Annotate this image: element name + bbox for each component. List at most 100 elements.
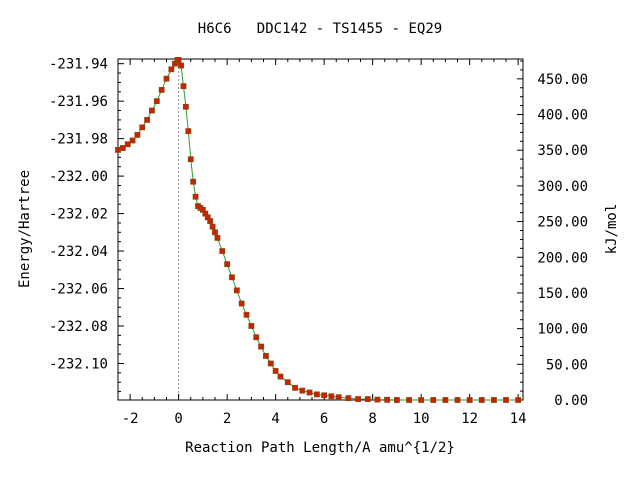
data-point <box>384 396 391 403</box>
data-point <box>478 397 485 403</box>
data-point <box>430 397 437 403</box>
data-point <box>292 384 298 391</box>
data-point <box>207 218 214 224</box>
data-point <box>313 391 320 398</box>
x-axis-label: Reaction Path Length/A amu^{1/2} <box>185 440 455 456</box>
data-point <box>229 274 235 281</box>
data-point <box>503 397 509 403</box>
data-point <box>454 397 461 403</box>
data-point <box>393 397 400 403</box>
y-tick-label: -232.10 <box>49 356 108 372</box>
data-point <box>192 193 199 200</box>
y-tick-label: -232.04 <box>49 244 108 260</box>
data-point <box>168 66 175 73</box>
data-point <box>406 397 412 403</box>
data-point <box>219 248 226 254</box>
data-point <box>248 323 255 329</box>
data-point <box>272 368 279 374</box>
data-point <box>144 116 151 123</box>
y-tick-label: -231.98 <box>49 132 108 148</box>
y-tick-label: -232.06 <box>49 282 108 298</box>
data-point <box>466 397 473 403</box>
y-tick-label: -232.02 <box>49 207 108 223</box>
data-point <box>119 145 126 151</box>
x-tick-label: 6 <box>320 411 328 427</box>
y-tick-label: -232.00 <box>49 169 108 185</box>
y-axis-label: Energy/Hartree <box>17 170 33 288</box>
data-point <box>214 235 221 241</box>
data-point <box>190 178 197 185</box>
y-tick-labels: -231.94 -231.96 -231.98 -232.00 -232.02 -232.… <box>49 57 108 373</box>
data-point <box>209 223 216 230</box>
data-point <box>442 397 449 403</box>
data-point <box>490 397 497 403</box>
y2-tick-label: 100.00 <box>537 322 588 338</box>
data-point <box>212 229 218 236</box>
y-tick-label: -231.96 <box>49 94 108 110</box>
energy-series-line <box>117 59 519 401</box>
data-point <box>233 287 240 294</box>
data-point <box>175 57 182 63</box>
x-tick-labels: -2 0 2 4 6 8 10 12 14 <box>122 411 527 427</box>
data-point <box>299 387 306 394</box>
data-point <box>263 353 269 359</box>
y2-axis-label: kJ/mol <box>604 204 620 255</box>
y-tick-label: -232.08 <box>49 319 108 335</box>
x-tick-label: 12 <box>461 411 478 427</box>
energy-series-markers <box>115 57 522 403</box>
data-point <box>306 389 313 396</box>
data-point <box>258 343 264 350</box>
x-tick-label: -2 <box>122 411 139 427</box>
data-point <box>178 62 184 69</box>
data-point <box>187 156 194 163</box>
y2-tick-label: 200.00 <box>537 250 588 266</box>
y2-tick-label: 400.00 <box>537 108 588 124</box>
data-point <box>115 146 121 153</box>
data-point <box>124 141 131 148</box>
data-point <box>328 393 335 400</box>
data-point <box>139 124 146 131</box>
plot-frame <box>117 58 524 401</box>
x-tick-label: 2 <box>223 411 231 427</box>
x-tick-label: 4 <box>271 411 279 427</box>
x-tick-label: 14 <box>510 411 527 427</box>
data-point <box>243 311 250 318</box>
data-point <box>129 137 136 144</box>
data-point <box>418 397 425 403</box>
data-point <box>267 360 274 367</box>
y2-tick-label: 50.00 <box>546 357 588 373</box>
data-point <box>253 334 260 341</box>
data-point <box>158 87 165 93</box>
data-point <box>163 75 170 82</box>
data-point <box>355 396 361 402</box>
data-point <box>515 397 522 403</box>
x-tick-label: 0 <box>174 411 182 427</box>
data-point <box>345 395 352 402</box>
data-point <box>185 128 192 135</box>
data-point <box>180 83 187 90</box>
data-point <box>277 373 284 380</box>
y2-tick-labels: 0.00 50.00 100.00 150.00 200.00 250.00 300.00 3… <box>537 72 588 409</box>
data-point <box>238 300 245 307</box>
data-point <box>321 392 328 399</box>
y2-tick-label: 250.00 <box>537 215 588 231</box>
y-tick-label: -231.94 <box>49 57 108 73</box>
data-point <box>374 396 381 403</box>
data-point <box>335 394 342 401</box>
data-point <box>284 379 291 386</box>
y2-tick-label: 150.00 <box>537 286 588 302</box>
y2-tick-label: 450.00 <box>537 72 588 88</box>
data-point <box>364 396 371 402</box>
y2-tick-label: 350.00 <box>537 143 588 159</box>
y2-tick-label: 0.00 <box>554 393 588 409</box>
data-point <box>153 98 160 105</box>
chart-title: H6C6 DDC142 - TS1455 - EQ29 <box>198 21 442 37</box>
y2-tick-label: 300.00 <box>537 179 588 195</box>
data-point <box>134 131 141 138</box>
data-point <box>149 107 155 114</box>
x-tick-label: 10 <box>413 411 430 427</box>
data-point <box>183 103 189 110</box>
x-tick-label: 8 <box>368 411 376 427</box>
data-point <box>224 261 231 268</box>
